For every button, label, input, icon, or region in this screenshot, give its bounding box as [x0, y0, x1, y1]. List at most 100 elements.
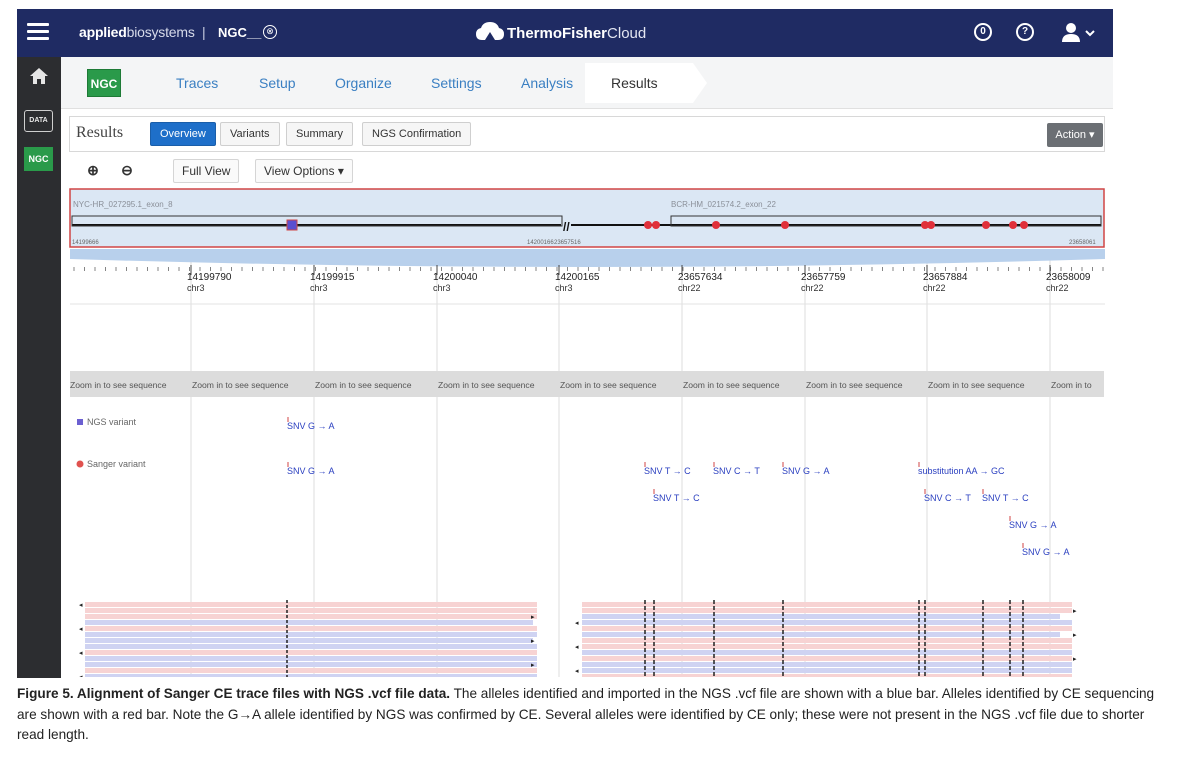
sanger-variant-dot[interactable] [982, 221, 990, 229]
sanger-variant-label[interactable]: SNV T → C [982, 493, 1029, 503]
cloud-logo-icon [476, 22, 504, 40]
read-bar[interactable] [85, 674, 537, 677]
ruler-chromosome-label: chr22 [1046, 283, 1069, 293]
read-bar[interactable] [582, 602, 1072, 607]
read-direction-arrow: ◂ [79, 626, 83, 633]
variant-labels: SNV G → A SNV G → A SNV T → C SNV C → T … [287, 421, 1070, 557]
read-bar[interactable] [85, 602, 537, 607]
read-bar[interactable] [85, 608, 537, 613]
sequence-hint-text: Zoom in to see sequence [70, 380, 167, 390]
tab-organize[interactable]: Organize [335, 75, 392, 91]
help-icon[interactable]: ? [1016, 23, 1034, 41]
hamburger-menu-icon[interactable] [27, 23, 49, 43]
sequence-hint-text: Zoom in to see sequence [928, 380, 1025, 390]
sanger-variant-dot[interactable] [781, 221, 789, 229]
user-account-icon[interactable] [1061, 22, 1095, 44]
read-bar[interactable] [582, 638, 1072, 643]
ngs-variant-label[interactable]: SNV G → A [287, 421, 335, 431]
read-bar[interactable] [85, 620, 533, 625]
view-options-dropdown[interactable]: View Options ▾ [255, 159, 353, 183]
read-bar[interactable] [582, 608, 1072, 613]
sanger-variant-label[interactable]: SNV C → T [713, 466, 760, 476]
read-bar[interactable] [85, 626, 537, 631]
tab-summary[interactable]: Summary [286, 122, 354, 146]
sanger-variant-dot[interactable] [1009, 221, 1017, 229]
overview-ngs-variant-marker[interactable] [286, 219, 298, 231]
sidebar-item-ngc[interactable]: NGC [24, 147, 53, 171]
overview-right-exon-box [670, 215, 1102, 227]
read-bar[interactable] [85, 668, 537, 673]
sanger-variant-dot[interactable] [644, 221, 652, 229]
read-bar[interactable] [582, 656, 1072, 661]
project-name[interactable]: NGC__ [218, 25, 262, 40]
ruler-position-label: 23657759 [801, 272, 846, 283]
read-bar[interactable] [85, 656, 537, 661]
sanger-variant-label[interactable]: SNV T → C [644, 466, 691, 476]
read-bar[interactable] [582, 614, 1060, 619]
zoom-out-icon[interactable]: ⊖ [121, 162, 133, 178]
sanger-variant-label[interactable]: SNV T → C [653, 493, 700, 503]
sequence-hints: Zoom in to see sequence Zoom in to see se… [70, 380, 1092, 390]
read-bar[interactable] [85, 632, 537, 637]
read-bar[interactable] [582, 674, 1072, 677]
overview-panel[interactable] [69, 188, 1105, 248]
tab-variants[interactable]: Variants [220, 122, 280, 146]
read-bar[interactable] [582, 644, 1072, 649]
sanger-variant-label[interactable]: SNV G → A [1022, 547, 1070, 557]
home-icon[interactable] [29, 67, 49, 85]
close-project-icon[interactable]: ⊗ [263, 25, 277, 39]
sidebar-item-data[interactable]: DATA [24, 110, 53, 132]
read-bar[interactable] [582, 668, 1072, 673]
read-direction-arrow: ▸ [531, 614, 535, 621]
read-bar[interactable] [85, 650, 537, 655]
read-bar[interactable] [85, 662, 537, 667]
read-direction-arrow: ◂ [79, 674, 83, 677]
sanger-variant-dot[interactable] [921, 221, 929, 229]
zoom-in-icon[interactable]: ⊕ [87, 162, 99, 178]
read-direction-arrow: ◂ [575, 644, 579, 651]
action-button[interactable]: Action ▾ [1047, 123, 1103, 147]
sequence-hint-text: Zoom in to see sequence [806, 380, 903, 390]
main-content: NGC Traces Setup Organize Settings Analy… [61, 57, 1113, 678]
read-bar[interactable] [582, 632, 1060, 637]
sequence-hint-text: Zoom in to see sequence [683, 380, 780, 390]
sanger-variant-dot[interactable] [712, 221, 720, 229]
read-bar[interactable] [582, 650, 1072, 655]
vertical-gridlines [190, 249, 1051, 677]
sanger-variant-label[interactable]: SNV G → A [1009, 520, 1057, 530]
read-bar[interactable] [85, 614, 537, 619]
read-direction-arrow: ◂ [575, 668, 579, 675]
sanger-variant-dot[interactable] [652, 221, 660, 229]
read-bar[interactable] [85, 644, 537, 649]
tab-analysis[interactable]: Analysis [521, 75, 574, 91]
left-sidebar: DATA NGC [17, 57, 61, 678]
overview-right-region-label: BCR-HM_021574.2_exon_22 [671, 200, 777, 209]
tab-setup[interactable]: Setup [259, 75, 296, 91]
read-bar[interactable] [85, 638, 533, 643]
ruler-position-label: 23657634 [678, 272, 723, 283]
read-bar[interactable] [582, 662, 1072, 667]
tab-traces[interactable]: Traces [176, 75, 219, 91]
notifications-icon[interactable]: 0 [974, 23, 992, 41]
caption-title: Figure 5. Alignment of Sanger CE trace f… [17, 686, 451, 701]
full-view-button[interactable]: Full View [173, 159, 240, 183]
tab-ngs-confirmation[interactable]: NGS Confirmation [362, 122, 472, 146]
read-bar[interactable] [582, 626, 1072, 631]
ngc-app-badge: NGC [87, 69, 121, 97]
read-bar[interactable] [582, 620, 1072, 625]
sequence-hint-text: Zoom in to see sequence [560, 380, 657, 390]
tab-results[interactable]: Results [585, 63, 707, 103]
read-direction-arrow: ▸ [1073, 608, 1077, 615]
brand-separator: | [202, 24, 206, 40]
ruler-chromosome-label: chr3 [433, 283, 451, 293]
sanger-variant-label[interactable]: SNV C → T [924, 493, 971, 503]
sanger-variant-label[interactable]: SNV G → A [287, 466, 335, 476]
tab-overview[interactable]: Overview [150, 122, 216, 146]
sanger-variant-dot[interactable] [1020, 221, 1028, 229]
sanger-variant-label[interactable]: substitution AA → GC [918, 466, 1005, 476]
results-title: Results [76, 124, 124, 141]
sanger-variant-dot[interactable] [927, 221, 935, 229]
sequence-hint-text: Zoom in to see sequence [438, 380, 535, 390]
sanger-variant-label[interactable]: SNV G → A [782, 466, 830, 476]
tab-settings[interactable]: Settings [431, 75, 482, 91]
